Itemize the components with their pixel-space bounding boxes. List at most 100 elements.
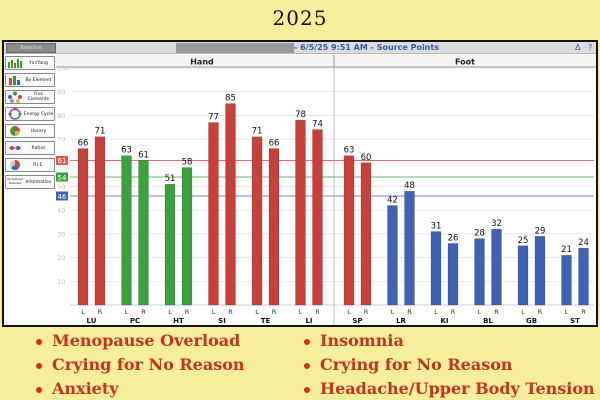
side-label: L — [521, 308, 525, 316]
bar-te-right — [268, 148, 280, 306]
side-label: R — [538, 308, 543, 316]
energy-cycle-icon — [8, 108, 22, 120]
bar-ki-right — [447, 243, 459, 306]
sidebar-item-information[interactable]: Worksheet Detailed Information — [5, 175, 55, 189]
bar-value-label: 29 — [535, 226, 546, 236]
y-tick-label: 100 — [57, 65, 69, 73]
meridian-label: LR — [396, 317, 406, 325]
y-tick-label: 80 — [57, 112, 65, 120]
bar-value-label: 66 — [78, 139, 89, 149]
symptom-item: Menopause Overload — [32, 329, 245, 353]
horary-icon — [10, 126, 20, 136]
bar-value-label: 63 — [344, 146, 355, 156]
meridian-label: SP — [352, 317, 362, 325]
side-label: L — [565, 308, 569, 316]
bar-value-label: 42 — [387, 195, 398, 205]
bar-value-label: 58 — [182, 158, 193, 168]
pie-icon — [10, 160, 20, 170]
title-bar-segment — [176, 43, 294, 53]
sidebar-item-label: Ratios — [31, 145, 46, 151]
y-tick-label: 40 — [57, 207, 65, 215]
bar-gb-right — [534, 236, 546, 306]
bar-si-left — [208, 122, 219, 306]
sidebar-item-label: By Element — [25, 77, 52, 83]
bar-value-label: 85 — [225, 94, 236, 104]
bar-ht-left — [164, 183, 176, 306]
worksheet-badge: Worksheet Detailed — [7, 177, 23, 185]
y-tick-label: 70 — [57, 136, 65, 144]
side-label: L — [212, 308, 216, 316]
y-tick-label: 50 — [57, 183, 65, 191]
side-label: L — [299, 308, 303, 316]
bar-value-label: 25 — [518, 236, 529, 246]
meridian-bar-chart: Hand Foot 10 20 30 40 50 60 70 80 90 100 61 54 46 66 L 71… — [56, 55, 596, 325]
ratios-icon — [7, 142, 23, 154]
sidebar-item-by-element[interactable]: By Element — [5, 73, 55, 87]
meridian-label: GB — [526, 317, 537, 325]
five-elements-icon — [8, 91, 22, 103]
bar-value-label: 48 — [404, 181, 415, 191]
sidebar-item-label: Energy Cycle — [23, 111, 54, 117]
bar-bl-left — [474, 238, 485, 306]
meridian-label: ST — [570, 317, 580, 325]
bar-value-label: 61 — [138, 150, 149, 160]
reference-value-label: 54 — [58, 174, 67, 182]
y-tick-label: 20 — [57, 254, 65, 262]
side-label: L — [81, 308, 85, 316]
sidebar-item-horary[interactable]: Horary — [5, 124, 55, 138]
side-label: R — [581, 308, 586, 316]
bar-lr-right — [404, 190, 415, 306]
side-label: L — [434, 308, 438, 316]
sidebar-item-energy-cycle[interactable]: Energy Cycle — [5, 107, 55, 121]
bar-value-label: 24 — [578, 238, 589, 248]
meridian-label: PC — [130, 317, 140, 325]
bar-ht-right — [181, 167, 193, 306]
symptom-list-right: Insomnia Crying for No Reason Headache/U… — [300, 329, 595, 400]
bar-value-label: 63 — [121, 146, 132, 156]
side-label: R — [364, 308, 369, 316]
reference-value-label: 46 — [58, 193, 67, 201]
bar-value-label: 51 — [165, 174, 176, 184]
bar-te-left — [251, 136, 263, 306]
year-heading: 2025 — [272, 6, 328, 30]
bar-value-label: 77 — [208, 113, 219, 123]
yin-yang-icon — [7, 57, 23, 69]
bar-value-label: 60 — [361, 153, 372, 163]
side-label: L — [391, 308, 395, 316]
y-tick-label: 30 — [57, 230, 65, 238]
reference-value-box-blue — [56, 191, 68, 201]
bar-value-label: 74 — [312, 120, 323, 130]
sidebar-item-yin-yang[interactable]: Yin/Yang — [5, 56, 55, 70]
bar-lu-left — [77, 148, 89, 306]
sidebar-item-five-elements[interactable]: Five Elements — [5, 90, 55, 104]
symptom-item: Anxiety — [32, 377, 245, 400]
side-label: L — [168, 308, 172, 316]
baseline-button[interactable]: Baseline — [6, 43, 56, 53]
bar-value-label: 28 — [474, 229, 485, 239]
sidebar-item-ratios[interactable]: Ratios — [5, 141, 55, 155]
bar-value-label: 66 — [269, 139, 280, 149]
bar-st-left — [561, 254, 572, 306]
bar-bl-right — [491, 228, 502, 306]
section-label: Foot — [455, 58, 475, 67]
bar-value-label: 71 — [95, 127, 106, 137]
bar-sp-right — [360, 162, 372, 306]
symptom-item: Insomnia — [300, 329, 595, 353]
session-title: - 6/5/25 9:51 AM - Source Points — [294, 43, 439, 52]
bar-value-label: 31 — [431, 222, 442, 232]
title-bar: Baseline - 6/5/25 9:51 AM - Source Point… — [4, 42, 596, 54]
sidebar: Yin/Yang By Element Five Elements — [4, 56, 56, 192]
triangle-icon[interactable]: Δ — [575, 43, 581, 52]
y-tick-label: 90 — [57, 88, 65, 96]
meridian-label: TE — [261, 317, 271, 325]
bar-value-label: 21 — [561, 245, 572, 255]
symptom-item: Headache/Upper Body Tension — [300, 377, 595, 400]
sidebar-item-pie[interactable]: P.I.E. — [5, 158, 55, 172]
chart-area: Hand Foot 10 20 30 40 50 60 70 80 90 100 61 54 46 66 L 71… — [56, 55, 596, 325]
help-icon[interactable]: ? — [588, 43, 593, 52]
side-label: R — [272, 308, 277, 316]
symptom-lists: Menopause Overload Crying for No Reason … — [0, 329, 600, 400]
symptom-list-left: Menopause Overload Crying for No Reason … — [32, 329, 245, 400]
meridian-label: LU — [87, 317, 97, 325]
side-label: R — [494, 308, 499, 316]
